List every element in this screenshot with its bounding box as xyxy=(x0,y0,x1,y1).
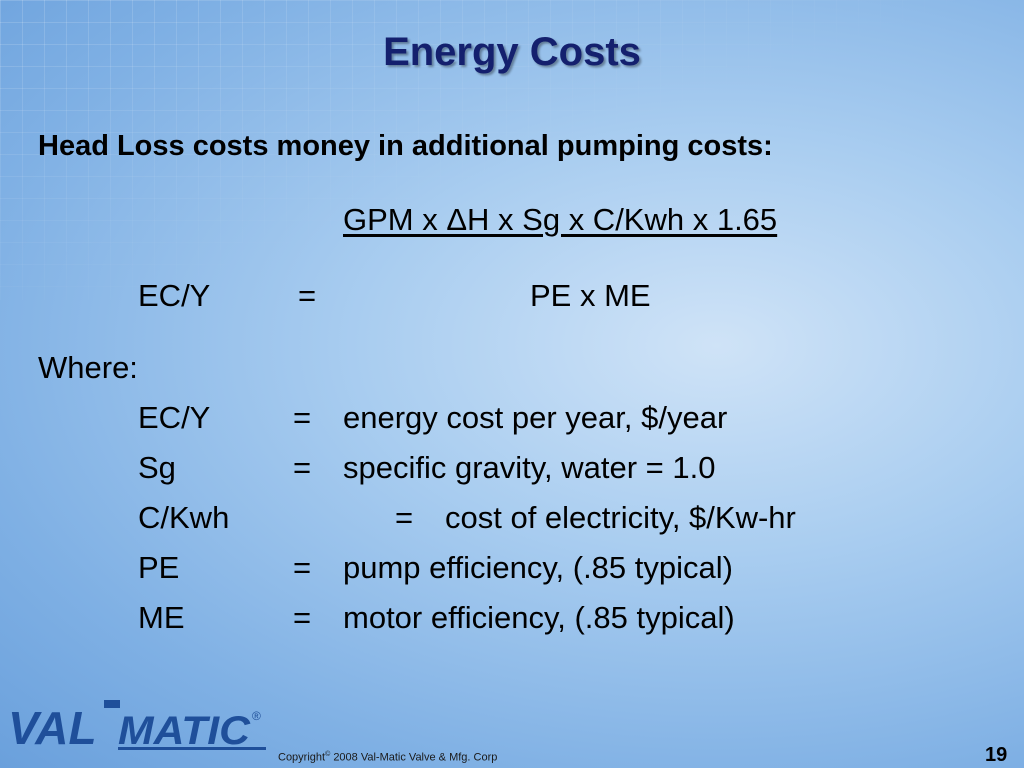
definition-text: specific gravity, water = 1.0 xyxy=(343,450,716,485)
formula-denominator: PE x ME xyxy=(530,278,651,313)
background-grid xyxy=(0,0,1024,300)
formula-lhs: EC/Y xyxy=(138,278,211,313)
definition-text: cost of electricity, $/Kw-hr xyxy=(445,500,796,535)
copyright-text: 2008 Val-Matic Valve & Mfg. Corp xyxy=(333,751,498,764)
logo-text: VAL xyxy=(8,702,97,752)
copyright: Copyright© 2008 Val-Matic Valve & Mfg. C… xyxy=(278,751,497,764)
definition-text: energy cost per year, $/year xyxy=(343,400,728,435)
definition-text: motor efficiency, (.85 typical) xyxy=(343,600,735,635)
definition-text: pump efficiency, (.85 typical) xyxy=(343,550,733,585)
page-number: 19 xyxy=(985,744,1008,766)
definition-term: PE xyxy=(138,550,180,585)
copyright-symbol: © xyxy=(325,751,331,758)
subtitle: Head Loss costs money in additional pump… xyxy=(38,130,773,162)
definition-term: ME xyxy=(138,600,185,635)
definition-equals: = xyxy=(293,450,312,485)
logo-dash xyxy=(104,700,120,708)
copyright-word: Copyright xyxy=(278,751,326,764)
slide-title: Energy Costs xyxy=(383,30,641,74)
definition-equals: = xyxy=(293,400,312,435)
definition-term: Sg xyxy=(138,450,176,485)
logo-text: MATIC xyxy=(118,709,251,752)
definition-equals: = xyxy=(293,550,312,585)
formula-numerator: GPM x ΔH x Sg x C/Kwh x 1.65 xyxy=(343,202,778,237)
logo-registered: ® xyxy=(252,709,261,723)
definition-equals: = xyxy=(395,500,414,535)
logo-underline xyxy=(118,747,266,750)
definition-equals: = xyxy=(293,600,312,635)
definition-term: EC/Y xyxy=(138,400,211,435)
logo: VAL MATIC ® xyxy=(8,700,266,752)
formula-equals: = xyxy=(298,278,317,313)
where-label: Where: xyxy=(38,350,138,385)
definition-term: C/Kwh xyxy=(138,500,230,535)
